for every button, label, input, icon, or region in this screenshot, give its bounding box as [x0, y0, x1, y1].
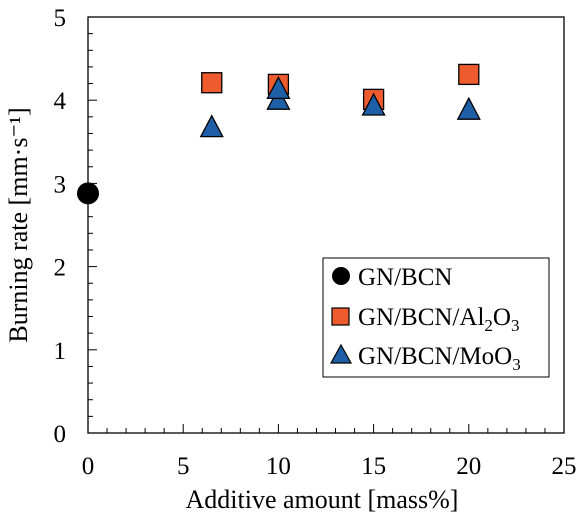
- data-markers: [77, 63, 481, 205]
- x-axis-title: Additive amount [mass%]: [186, 485, 459, 514]
- legend-marker-gn-bcn: [332, 267, 350, 285]
- legend-label-moo3: GN/BCN/MoO3: [358, 343, 521, 374]
- y-tick-label: 4: [54, 88, 67, 115]
- legend-label-gn-bcn: GN/BCN: [358, 264, 452, 291]
- x-tick-label: 15: [361, 453, 386, 480]
- x-tick-label: 10: [266, 453, 291, 480]
- legend-marker-al2o3: [331, 307, 350, 326]
- legend-marker-moo3: [329, 343, 353, 364]
- x-tick-label: 0: [82, 453, 95, 480]
- plot-frame: [87, 16, 565, 434]
- tick-labels: 0 5 10 15 20 25 0 1 2 3 4 5: [54, 5, 577, 480]
- point-triangle: [456, 96, 481, 120]
- legend: GN/BCN GN/BCN/Al2O3 GN/BCN/MoO3: [322, 257, 550, 378]
- point-triangle: [361, 92, 386, 116]
- ticks: [87, 16, 565, 434]
- x-tick-label: 25: [552, 453, 577, 480]
- y-tick-label: 1: [54, 338, 67, 365]
- point-triangle: [266, 75, 291, 100]
- legend-label-al2o3: GN/BCN/Al2O3: [358, 304, 519, 335]
- point-circle: [77, 182, 99, 205]
- y-tick-label: 5: [54, 5, 67, 32]
- x-tick-label: 5: [177, 453, 190, 480]
- x-tick-label: 20: [456, 453, 481, 480]
- point-triangle: [199, 114, 224, 138]
- point-square: [201, 72, 223, 94]
- y-tick-label: 3: [54, 171, 67, 198]
- y-tick-label: 2: [54, 255, 67, 282]
- legend-box: [322, 257, 550, 378]
- y-tick-label: 0: [54, 421, 67, 448]
- axes: [87, 16, 565, 434]
- point-square: [458, 63, 480, 86]
- y-axis-title: Burning rate [mm·s⁻¹]: [4, 107, 33, 342]
